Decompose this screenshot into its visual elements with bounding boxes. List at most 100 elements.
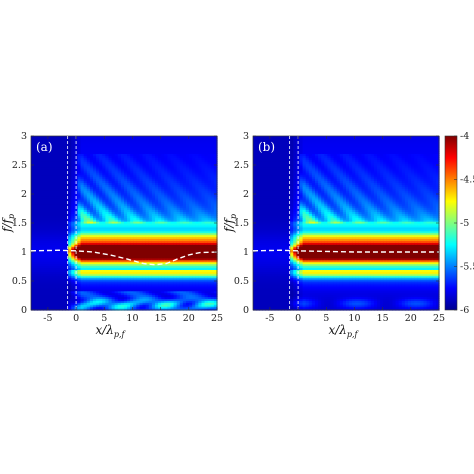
heatmap-cell xyxy=(34,306,38,309)
heatmap-cell xyxy=(37,219,41,222)
heatmap-cell xyxy=(133,290,137,294)
heatmap-cell xyxy=(93,168,97,172)
heatmap-cell xyxy=(83,244,88,247)
heatmap-cell xyxy=(34,197,38,201)
heatmap-cell xyxy=(71,136,75,139)
heatmap-cell xyxy=(155,257,159,261)
heatmap-cell xyxy=(96,136,100,139)
heatmap-cell xyxy=(49,265,54,269)
heatmap-cell xyxy=(55,244,60,247)
heatmap-cell xyxy=(136,145,141,149)
heatmap-cell xyxy=(151,197,156,201)
heatmap-cell xyxy=(68,267,72,270)
heatmap-cell xyxy=(55,136,60,139)
heatmap-cell xyxy=(164,201,168,205)
heatmap-cell xyxy=(145,294,150,298)
heatmap-cell xyxy=(46,172,51,176)
heatmap-cell xyxy=(102,219,106,222)
heatmap-cell xyxy=(99,242,103,245)
heatmap-cell xyxy=(40,205,44,209)
heatmap-cell xyxy=(173,199,178,203)
heatmap-cell xyxy=(68,168,72,172)
heatmap-cell xyxy=(49,211,54,214)
heatmap-cell xyxy=(176,211,181,214)
heatmap-cell xyxy=(117,304,122,307)
heatmap-cell xyxy=(102,201,106,205)
heatmap-cell xyxy=(139,168,144,172)
heatmap-cell xyxy=(58,271,63,274)
heatmap-cell xyxy=(105,213,110,216)
heatmap-cell xyxy=(139,302,144,305)
heatmap-cell xyxy=(151,288,156,292)
heatmap-cell xyxy=(198,308,203,311)
heatmap-cell xyxy=(86,213,91,216)
heatmap-cell xyxy=(164,244,168,247)
heatmap-cell xyxy=(83,279,88,282)
heatmap-cell xyxy=(195,213,199,216)
heatmap-cell xyxy=(111,223,116,226)
heatmap-cell xyxy=(133,226,137,230)
heatmap-cell xyxy=(130,257,134,261)
heatmap-cell xyxy=(83,288,88,292)
heatmap-cell xyxy=(124,174,128,178)
heatmap-cell xyxy=(68,261,72,265)
heatmap-cell xyxy=(62,201,66,205)
heatmap-cell xyxy=(173,165,178,168)
heatmap-cell xyxy=(201,300,206,303)
heatmap-cell xyxy=(65,232,69,236)
heatmap-cell xyxy=(108,136,113,139)
heatmap-cell xyxy=(182,242,187,245)
heatmap-cell xyxy=(164,228,168,232)
heatmap-cell xyxy=(74,282,79,286)
heatmap-cell xyxy=(102,195,106,199)
heatmap-cell xyxy=(86,292,91,296)
heatmap-cell xyxy=(58,263,63,267)
heatmap-cell xyxy=(80,159,85,162)
heatmap-cell xyxy=(96,186,100,189)
heatmap-cell xyxy=(86,248,91,251)
heatmap-cell xyxy=(120,259,125,263)
heatmap-cell xyxy=(173,217,178,220)
heatmap-cell xyxy=(189,224,193,228)
heatmap-cell xyxy=(86,308,91,311)
heatmap-cell xyxy=(179,232,184,236)
heatmap-cell xyxy=(158,300,162,303)
heatmap-cell xyxy=(55,190,60,193)
heatmap-cell xyxy=(71,242,75,245)
heatmap-cell xyxy=(164,165,168,168)
heatmap-cell xyxy=(111,273,116,276)
heatmap-cell xyxy=(136,288,141,292)
heatmap-cell xyxy=(83,209,88,212)
heatmap-cell xyxy=(93,201,97,205)
heatmap-cell xyxy=(99,149,103,153)
heatmap-cell xyxy=(114,292,119,296)
heatmap-cell xyxy=(173,203,178,207)
heatmap-cell xyxy=(31,230,35,234)
heatmap-cell xyxy=(43,306,48,309)
heatmap-cell xyxy=(58,188,63,191)
heatmap-cell xyxy=(46,168,51,172)
heatmap-cell xyxy=(170,178,175,182)
heatmap-cell xyxy=(142,248,147,251)
heatmap-cell xyxy=(164,180,168,183)
heatmap-cell xyxy=(189,292,193,296)
heatmap-cell xyxy=(155,219,159,222)
heatmap-cell xyxy=(105,197,110,201)
heatmap-cell xyxy=(93,182,97,185)
heatmap-cell xyxy=(148,288,153,292)
heatmap-cell xyxy=(111,286,116,290)
heatmap-cell xyxy=(114,259,119,263)
heatmap-cell xyxy=(124,190,128,193)
heatmap-cell xyxy=(151,139,156,143)
heatmap-cell xyxy=(161,302,165,305)
heatmap-cell xyxy=(77,205,82,209)
heatmap-cell xyxy=(170,141,175,145)
heatmap-cell xyxy=(117,165,122,168)
heatmap-cell xyxy=(105,238,110,241)
heatmap-cell xyxy=(139,180,144,183)
heatmap-cell xyxy=(46,259,51,263)
heatmap-cell xyxy=(142,172,147,176)
heatmap-cell xyxy=(71,213,75,216)
heatmap-cell xyxy=(192,207,196,211)
heatmap-cell xyxy=(52,163,57,166)
